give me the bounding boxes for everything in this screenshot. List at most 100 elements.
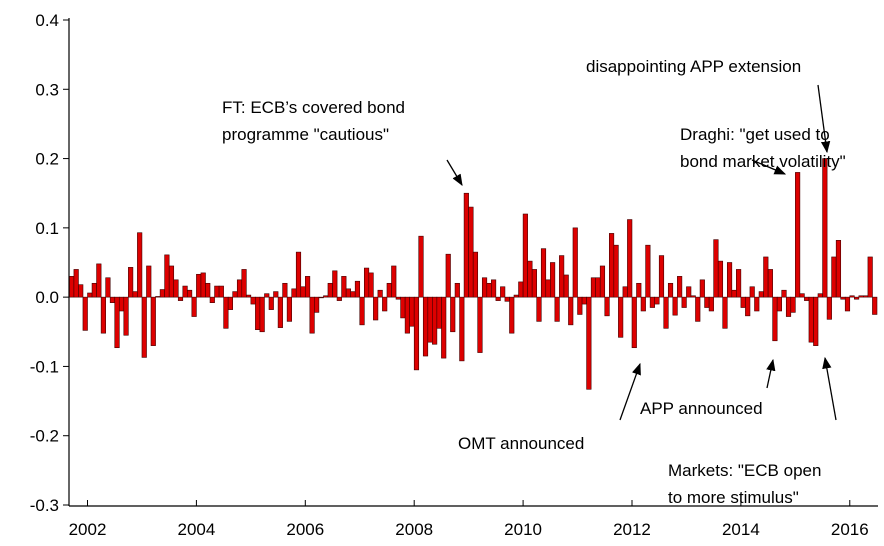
bars: [69, 158, 878, 390]
bar: [227, 296, 234, 310]
bar: [495, 296, 501, 301]
bar: [336, 296, 342, 301]
bar: [468, 206, 474, 298]
bar: [699, 279, 705, 298]
bar: [318, 296, 324, 299]
bar: [146, 265, 152, 298]
bar: [509, 296, 515, 334]
bar: [413, 296, 420, 371]
bar: [91, 282, 97, 298]
bar: [291, 288, 297, 298]
bar: [713, 239, 719, 298]
bar: [418, 235, 424, 298]
bar: [141, 296, 147, 358]
bar: [590, 277, 597, 298]
bar: [826, 296, 832, 320]
bar: [323, 295, 329, 298]
bar: [776, 296, 782, 312]
bar: [640, 296, 646, 312]
y-tick-label: -0.2: [30, 427, 59, 446]
bar: [545, 279, 551, 298]
bar: [282, 282, 288, 298]
bar: [373, 296, 379, 321]
bar: [109, 296, 116, 303]
bar: [436, 296, 442, 329]
y-tick-label: -0.3: [30, 496, 59, 515]
bar: [527, 260, 533, 298]
bar: [209, 296, 215, 303]
bar: [205, 282, 211, 298]
bar: [273, 291, 279, 298]
bar: [295, 251, 302, 298]
bar: [191, 296, 197, 317]
bar: [187, 289, 193, 298]
bar: [745, 296, 751, 317]
bar: [758, 291, 764, 298]
bar: [327, 282, 333, 298]
bar: [540, 248, 547, 298]
bar: [722, 296, 728, 329]
bar: [636, 282, 642, 298]
bar: [572, 227, 578, 298]
bar: [586, 296, 592, 390]
bar: [445, 253, 451, 298]
bar: [309, 296, 315, 334]
bar: [264, 293, 270, 298]
bar: [241, 269, 247, 298]
bar: [150, 296, 156, 346]
bar: [481, 277, 488, 298]
bar: [554, 296, 560, 322]
bar: [128, 267, 134, 298]
bar: [708, 296, 714, 312]
bar: [78, 284, 84, 298]
bar: [463, 192, 469, 298]
bar: [259, 296, 265, 333]
bar: [799, 293, 805, 298]
bar: [454, 282, 460, 298]
bar: [559, 255, 565, 298]
bar: [767, 269, 773, 298]
bar: [631, 296, 637, 349]
bar: [300, 286, 306, 298]
bar: [395, 296, 401, 300]
bar: [73, 269, 79, 298]
bar: [726, 262, 733, 298]
bar: [350, 291, 356, 298]
bar: [400, 296, 406, 319]
bar: [772, 296, 778, 342]
bar: [314, 296, 320, 313]
bar: [654, 296, 660, 305]
bar: [332, 270, 338, 298]
bar: [250, 296, 256, 305]
bar: [581, 296, 587, 305]
bar: [849, 295, 855, 298]
bar: [100, 296, 106, 334]
annotations: FT: ECB’s covered bond programme "cautio…: [222, 57, 846, 507]
bar: [795, 172, 801, 298]
bar: [286, 296, 292, 322]
bar: [504, 296, 510, 302]
bar: [277, 296, 283, 328]
bar: [168, 265, 175, 298]
bar: [422, 296, 429, 357]
bar: [232, 291, 238, 298]
bar: [867, 256, 873, 298]
bar: [690, 295, 696, 298]
x-tick-label: 2012: [613, 520, 651, 539]
bar: [404, 296, 410, 334]
bar: [441, 296, 447, 359]
annotation: programme "cautious": [222, 125, 389, 144]
bar: [844, 296, 851, 312]
bar: [450, 296, 456, 333]
y-tick-label: -0.1: [30, 357, 59, 376]
bar: [377, 289, 383, 298]
bar: [749, 286, 755, 298]
bar: [595, 277, 601, 298]
bar: [477, 296, 483, 353]
bar: [663, 296, 669, 329]
bar: [736, 269, 742, 298]
x-tick-label: 2008: [395, 520, 433, 539]
bar: [118, 296, 125, 312]
bar: [382, 296, 388, 312]
